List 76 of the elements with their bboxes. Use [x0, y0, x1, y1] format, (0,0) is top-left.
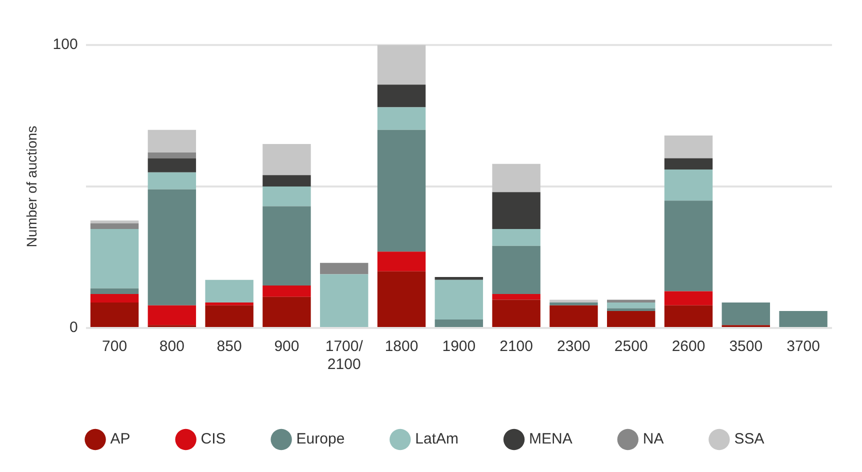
bar — [492, 246, 540, 294]
y-axis-title: Number of auctions — [23, 126, 40, 248]
x-tick-label: 800 — [159, 338, 184, 356]
bar — [262, 144, 311, 176]
bar — [262, 206, 311, 286]
y-tick-label: 100 — [52, 36, 78, 54]
bar — [90, 294, 139, 303]
bar — [262, 186, 311, 206]
legend-label: MENA — [529, 430, 572, 448]
bar — [607, 311, 656, 327]
bar — [148, 130, 196, 153]
bar — [377, 84, 426, 108]
bar — [550, 302, 598, 306]
x-tick-label: 2300 — [557, 338, 590, 356]
bar — [148, 172, 196, 190]
x-tick-label: 1900 — [442, 338, 476, 356]
bar — [205, 280, 254, 303]
bar — [148, 152, 196, 158]
x-tick-label: 2500 — [614, 338, 648, 356]
x-tick-label: 900 — [274, 338, 300, 356]
bar — [607, 300, 656, 303]
bar — [492, 294, 540, 300]
bar — [205, 305, 254, 327]
bar — [722, 302, 770, 326]
bar — [262, 175, 311, 186]
bar — [550, 300, 598, 303]
bar — [550, 305, 598, 327]
bar — [492, 300, 540, 327]
bar — [664, 158, 713, 170]
bar — [779, 311, 828, 327]
legend-label: LatAm — [415, 430, 459, 448]
bar — [377, 107, 426, 130]
bar — [90, 288, 139, 294]
x-tick-label: 2600 — [672, 338, 706, 356]
bar — [434, 277, 484, 280]
bar — [148, 158, 196, 172]
x-tick-label: 1700/2100 — [325, 338, 364, 374]
bar — [205, 302, 254, 306]
x-tick-label: 1800 — [384, 338, 418, 356]
bar — [148, 305, 196, 326]
legend-label: SSA — [734, 430, 764, 448]
bar — [377, 271, 426, 327]
bar — [492, 228, 540, 246]
bar — [492, 192, 540, 229]
bar — [664, 170, 713, 201]
x-tick-label: 3700 — [786, 338, 820, 356]
bar — [90, 223, 139, 229]
bar — [320, 274, 368, 327]
bar — [377, 130, 426, 252]
bar — [434, 320, 484, 327]
bar — [320, 262, 368, 274]
legend-label: Europe — [296, 430, 345, 448]
bar — [377, 252, 426, 272]
bar — [90, 302, 139, 327]
x-tick-label: 850 — [216, 338, 242, 356]
legend-label: NA — [642, 430, 664, 448]
bar — [90, 228, 139, 288]
bar — [262, 286, 311, 297]
legend-label: CIS — [200, 430, 226, 448]
x-tick-label: 700 — [102, 338, 128, 356]
bar — [434, 280, 484, 320]
bar — [607, 302, 656, 308]
bar — [607, 308, 656, 312]
legend-label: AP — [110, 430, 130, 448]
y-tick-label: 0 — [69, 319, 78, 336]
bar — [492, 164, 540, 192]
bar — [262, 296, 311, 327]
bar — [148, 189, 196, 306]
bar — [664, 200, 713, 292]
x-tick-label: 3500 — [729, 338, 763, 356]
bar — [664, 305, 713, 327]
bar — [664, 136, 713, 158]
bar — [664, 291, 713, 306]
x-tick-label: 2100 — [500, 338, 533, 356]
bar — [377, 45, 426, 85]
bar — [90, 220, 139, 224]
